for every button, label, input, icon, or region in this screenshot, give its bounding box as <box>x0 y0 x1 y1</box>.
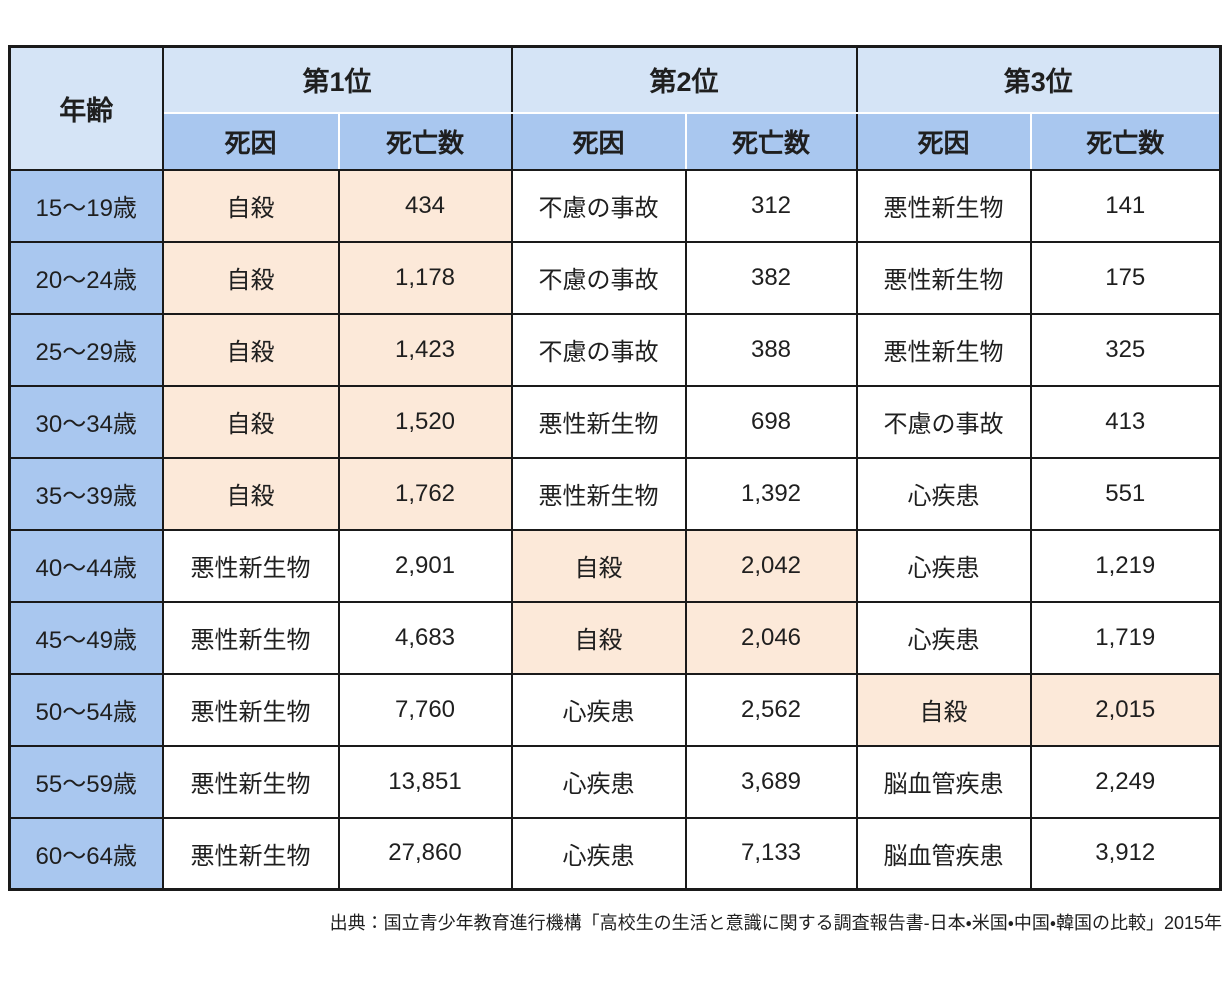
rank-1-deaths-cell: 1,520 <box>337 384 513 459</box>
rank-2-deaths-cell: 1,392 <box>684 456 858 531</box>
rank-1-cause-cell: 悪性新生物 <box>161 744 340 819</box>
rank-2-cause-header: 死因 <box>510 111 687 171</box>
age-label: 40〜44歳 <box>8 528 164 603</box>
rank-2-cause-cell: 悪性新生物 <box>510 456 687 531</box>
rank-3-deaths-cell: 1,219 <box>1029 528 1222 603</box>
rank-2-cause-cell: 自殺 <box>510 528 687 603</box>
age-label: 55〜59歳 <box>8 744 164 819</box>
rank-3-deaths-cell: 2,015 <box>1029 672 1222 747</box>
rank-2-header: 第2位 <box>510 45 858 114</box>
rank-2-cause-cell: 自殺 <box>510 600 687 675</box>
rank-3-deaths-cell: 175 <box>1029 240 1222 315</box>
age-label: 50〜54歳 <box>8 672 164 747</box>
rank-2-cause-cell: 不慮の事故 <box>510 312 687 387</box>
rank-3-cause-cell: 脳血管疾患 <box>855 744 1032 819</box>
age-label: 60〜64歳 <box>8 816 164 891</box>
table-row: 40〜44歳 悪性新生物 2,901 自殺 2,042 心疾患 1,219 <box>8 528 1222 603</box>
rank-1-cause-cell: 悪性新生物 <box>161 528 340 603</box>
rank-1-cause-cell: 自殺 <box>161 384 340 459</box>
rank-3-deaths-cell: 3,912 <box>1029 816 1222 891</box>
rank-1-deaths-cell: 2,901 <box>337 528 513 603</box>
source-citation: 出典：国立青少年教育進行機構「高校生の生活と意識に関する調査報告書-日本・米国・… <box>329 913 1222 933</box>
rank-1-cause-header: 死因 <box>161 111 340 171</box>
rank-2-cause-cell: 心疾患 <box>510 744 687 819</box>
rank-1-deaths-cell: 27,860 <box>337 816 513 891</box>
rank-2-deaths-cell: 7,133 <box>684 816 858 891</box>
age-label: 15〜19歳 <box>8 168 164 243</box>
rank-3-cause-header: 死因 <box>855 111 1032 171</box>
rank-1-deaths-cell: 7,760 <box>337 672 513 747</box>
rank-1-deaths-cell: 434 <box>337 168 513 243</box>
table-row: 55〜59歳 悪性新生物 13,851 心疾患 3,689 脳血管疾患 2,249 <box>8 744 1222 819</box>
rank-3-deaths-cell: 2,249 <box>1029 744 1222 819</box>
rank-1-deaths-cell: 1,423 <box>337 312 513 387</box>
rank-3-cause-cell: 自殺 <box>855 672 1032 747</box>
table-body: 15〜19歳 自殺 434 不慮の事故 312 悪性新生物 141 20〜24歳 自殺 1,178… <box>8 168 1222 891</box>
rank-3-cause-cell: 不慮の事故 <box>855 384 1032 459</box>
rank-2-deaths-cell: 2,042 <box>684 528 858 603</box>
table-row: 60〜64歳 悪性新生物 27,860 心疾患 7,133 脳血管疾患 3,912 <box>8 816 1222 891</box>
rank-3-cause-cell: 心疾患 <box>855 456 1032 531</box>
table-row: 45〜49歳 悪性新生物 4,683 自殺 2,046 心疾患 1,719 <box>8 600 1222 675</box>
rank-3-deaths-cell: 325 <box>1029 312 1222 387</box>
rank-1-deaths-header: 死亡数 <box>337 111 513 171</box>
age-label: 25〜29歳 <box>8 312 164 387</box>
rank-2-cause-cell: 悪性新生物 <box>510 384 687 459</box>
rank-3-deaths-cell: 551 <box>1029 456 1222 531</box>
mortality-rank-table: 年齢 第1位 第2位 第3位 死因 死亡数 死因 死亡数 死因 死亡数 15〜1… <box>8 45 1222 891</box>
rank-3-deaths-header: 死亡数 <box>1029 111 1222 171</box>
rank-2-deaths-cell: 382 <box>684 240 858 315</box>
rank-3-cause-cell: 心疾患 <box>855 600 1032 675</box>
rank-2-cause-cell: 不慮の事故 <box>510 168 687 243</box>
rank-2-cause-cell: 心疾患 <box>510 816 687 891</box>
rank-3-header: 第3位 <box>855 45 1222 114</box>
header-row-subheaders: 死因 死亡数 死因 死亡数 死因 死亡数 <box>10 111 1222 171</box>
rank-1-cause-cell: 悪性新生物 <box>161 672 340 747</box>
age-label: 45〜49歳 <box>8 600 164 675</box>
rank-1-cause-cell: 自殺 <box>161 312 340 387</box>
rank-2-deaths-header: 死亡数 <box>684 111 858 171</box>
rank-2-deaths-cell: 312 <box>684 168 858 243</box>
rank-2-deaths-cell: 2,562 <box>684 672 858 747</box>
rank-2-deaths-cell: 3,689 <box>684 744 858 819</box>
rank-3-cause-cell: 脳血管疾患 <box>855 816 1032 891</box>
age-label: 35〜39歳 <box>8 456 164 531</box>
rank-3-cause-cell: 悪性新生物 <box>855 240 1032 315</box>
rank-1-cause-cell: 悪性新生物 <box>161 600 340 675</box>
age-label: 30〜34歳 <box>8 384 164 459</box>
rank-1-deaths-cell: 1,178 <box>337 240 513 315</box>
age-column-header: 年齢 <box>8 45 164 171</box>
rank-1-deaths-cell: 13,851 <box>337 744 513 819</box>
rank-1-cause-cell: 自殺 <box>161 240 340 315</box>
header-row-ranks: 年齢 第1位 第2位 第3位 <box>8 45 1222 171</box>
rank-1-deaths-cell: 1,762 <box>337 456 513 531</box>
rank-3-cause-cell: 悪性新生物 <box>855 312 1032 387</box>
rank-2-deaths-cell: 698 <box>684 384 858 459</box>
table-row: 35〜39歳 自殺 1,762 悪性新生物 1,392 心疾患 551 <box>8 456 1222 531</box>
table-row: 15〜19歳 自殺 434 不慮の事故 312 悪性新生物 141 <box>8 168 1222 243</box>
rank-1-cause-cell: 自殺 <box>161 168 340 243</box>
rank-2-deaths-cell: 388 <box>684 312 858 387</box>
age-label: 20〜24歳 <box>8 240 164 315</box>
rank-1-cause-cell: 自殺 <box>161 456 340 531</box>
table-row: 50〜54歳 悪性新生物 7,760 心疾患 2,562 自殺 2,015 <box>8 672 1222 747</box>
rank-2-deaths-cell: 2,046 <box>684 600 858 675</box>
rank-1-header: 第1位 <box>161 45 513 114</box>
rank-3-cause-cell: 悪性新生物 <box>855 168 1032 243</box>
rank-1-deaths-cell: 4,683 <box>337 600 513 675</box>
rank-2-cause-cell: 心疾患 <box>510 672 687 747</box>
rank-2-cause-cell: 不慮の事故 <box>510 240 687 315</box>
table-row: 30〜34歳 自殺 1,520 悪性新生物 698 不慮の事故 413 <box>8 384 1222 459</box>
table-row: 20〜24歳 自殺 1,178 不慮の事故 382 悪性新生物 175 <box>8 240 1222 315</box>
rank-3-cause-cell: 心疾患 <box>855 528 1032 603</box>
rank-3-deaths-cell: 141 <box>1029 168 1222 243</box>
rank-3-deaths-cell: 413 <box>1029 384 1222 459</box>
rank-1-cause-cell: 悪性新生物 <box>161 816 340 891</box>
table-row: 25〜29歳 自殺 1,423 不慮の事故 388 悪性新生物 325 <box>8 312 1222 387</box>
rank-3-deaths-cell: 1,719 <box>1029 600 1222 675</box>
